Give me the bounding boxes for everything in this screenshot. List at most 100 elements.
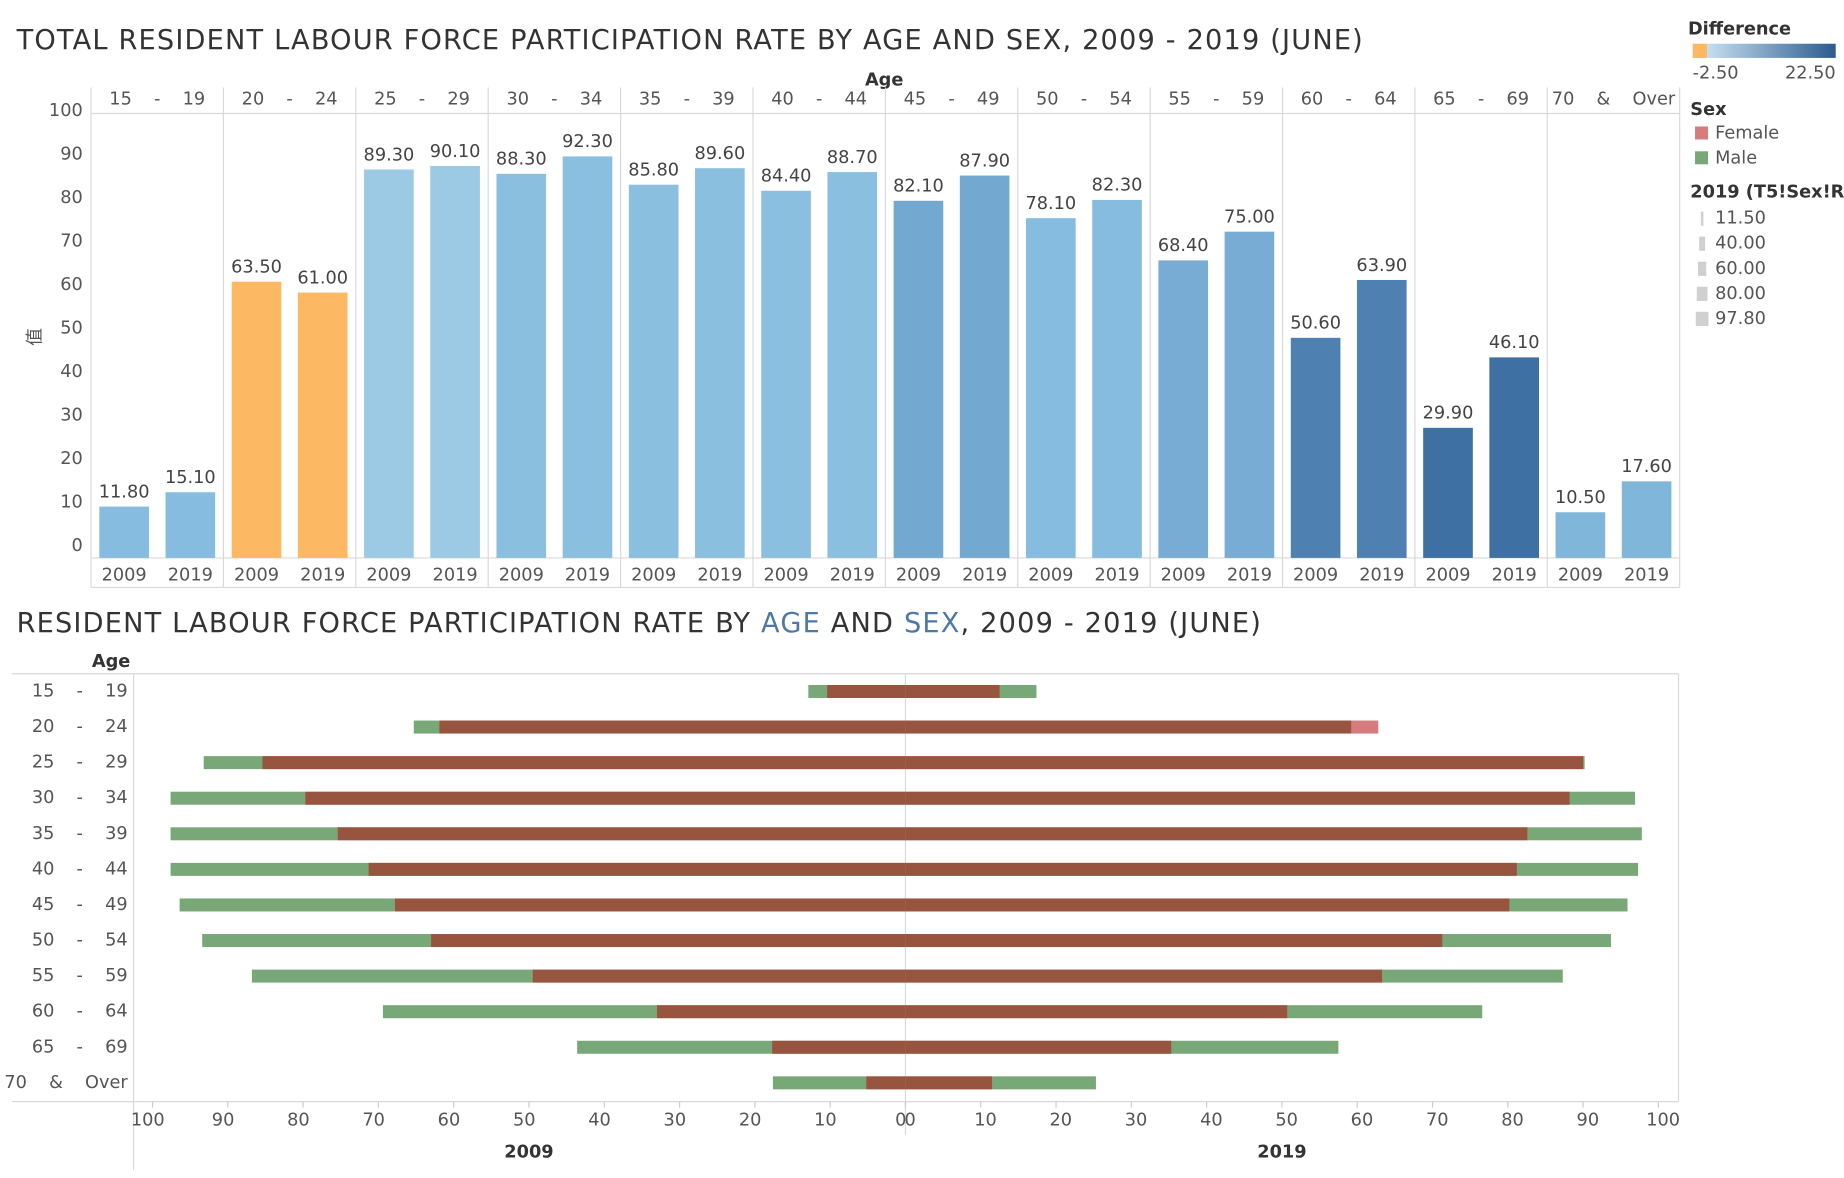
x-tick-label: 70 — [1426, 1111, 1449, 1131]
value-label: 61.00 — [297, 268, 348, 288]
x-tick-label: 2019 — [433, 566, 478, 586]
bar — [695, 168, 745, 558]
y-tick-label: 20 - 24 — [32, 717, 128, 737]
bar-overlap — [866, 1076, 906, 1090]
legend-size — [1700, 211, 1704, 226]
x-tick-label: 2019 — [830, 566, 875, 586]
group-label: 15 - 19 — [109, 89, 205, 109]
bar-overlap — [905, 862, 1517, 876]
x-tick-label: 0 — [905, 1111, 916, 1131]
x-tick-label: 2019 — [300, 566, 345, 586]
group-label: 20 - 24 — [242, 89, 338, 109]
value-label: 84.40 — [761, 167, 812, 187]
legend-label: 97.80 — [1715, 309, 1766, 329]
value-label: 92.30 — [562, 132, 613, 152]
bar — [297, 292, 348, 558]
value-label: 89.30 — [364, 145, 415, 165]
value-label: 11.80 — [99, 482, 150, 502]
legend-label: Female — [1715, 124, 1779, 144]
y-tick-label: 50 — [60, 319, 83, 339]
value-label: 85.80 — [628, 161, 679, 181]
x-axis-label: Age — [865, 70, 903, 90]
legend-swatch — [1695, 126, 1709, 140]
bar — [231, 281, 282, 558]
y-tick-label: 55 - 59 — [32, 966, 128, 986]
bar-overlap — [905, 684, 1000, 698]
bar-overlap — [656, 1005, 906, 1019]
value-label: 78.10 — [1025, 194, 1076, 214]
legend-title: Sex — [1690, 100, 1727, 120]
bar-overlap — [532, 969, 906, 983]
bar — [99, 506, 149, 558]
x-tick-label: 2019 — [565, 566, 610, 586]
group-label: 40 - 44 — [771, 89, 867, 109]
title-part: AGE — [761, 608, 821, 639]
bar-overlap — [905, 1005, 1288, 1019]
bar — [628, 184, 679, 558]
y-tick-label: 65 - 69 — [32, 1037, 128, 1057]
bar-overlap — [439, 720, 906, 734]
y-tick-label: 90 — [60, 145, 83, 165]
y-tick-label: 80 — [60, 188, 83, 208]
group-label: 65 - 69 — [1433, 89, 1529, 109]
y-tick-label: 20 — [60, 449, 83, 469]
x-tick-label: 2019 — [1227, 566, 1272, 586]
bar — [959, 175, 1010, 558]
bar — [1489, 357, 1540, 558]
x-tick-label: 2009 — [366, 566, 411, 586]
bar-overlap — [905, 969, 1383, 983]
x-tick-label: 20 — [1049, 1111, 1072, 1131]
y-tick-label: 40 — [60, 362, 83, 382]
y-tick-label: 45 - 49 — [32, 895, 128, 915]
title-part: RESIDENT LABOUR FORCE PARTICIPATION RATE… — [17, 608, 761, 639]
x-tick-label: 2019 — [1359, 566, 1404, 586]
bar — [1555, 512, 1606, 558]
x-tick-label: 90 — [1577, 1111, 1600, 1131]
value-label: 90.10 — [430, 142, 481, 162]
bar — [430, 165, 480, 558]
title-part: AND — [821, 608, 904, 639]
y-tick-label: 10 — [60, 493, 83, 513]
value-label: 87.90 — [959, 151, 1010, 171]
bar — [1290, 337, 1341, 558]
legend-label: 60.00 — [1715, 259, 1766, 279]
bar-overlap — [431, 934, 906, 948]
x-tick-label: 0 — [895, 1111, 906, 1131]
legend-label: 80.00 — [1715, 284, 1766, 304]
y-tick-label: 30 — [60, 406, 83, 426]
x-tick-label: 2009 — [631, 566, 676, 586]
x-tick-label: 2019 — [697, 566, 742, 586]
title-part: , 2009 - 2019 (JUNE) — [961, 608, 1263, 639]
bar — [562, 156, 613, 558]
x-tick-label: 2019 — [1094, 566, 1139, 586]
legend-label: 40.00 — [1715, 234, 1766, 254]
x-tick-label: 50 — [513, 1111, 536, 1131]
x-tick-label: 2009 — [896, 566, 941, 586]
x-tick-label: 90 — [212, 1111, 235, 1131]
group-label: 30 - 34 — [506, 89, 602, 109]
x-tick-label: 2009 — [1161, 566, 1206, 586]
x-tick-label: 10 — [814, 1111, 837, 1131]
value-label: 88.30 — [496, 150, 547, 170]
value-label: 63.90 — [1356, 256, 1407, 276]
y-tick-label: 35 - 39 — [32, 824, 128, 844]
panel-label: 2019 — [1257, 1142, 1306, 1162]
bar — [761, 190, 811, 558]
legend-label: -2.50 — [1693, 63, 1739, 83]
x-tick-label: 10 — [974, 1111, 997, 1131]
x-tick-label: 30 — [1125, 1111, 1148, 1131]
bar-overlap — [905, 791, 1570, 805]
x-tick-label: 2009 — [1558, 566, 1603, 586]
x-tick-label: 40 — [588, 1111, 611, 1131]
value-label: 63.50 — [231, 258, 282, 278]
value-label: 68.40 — [1158, 236, 1209, 256]
legend-title: Difference — [1688, 20, 1791, 40]
y-tick-label: 15 - 19 — [32, 681, 128, 701]
bar-overlap — [905, 1076, 993, 1090]
legend-size — [1699, 236, 1706, 251]
group-label: 35 - 39 — [639, 89, 735, 109]
y-axis-label: Age — [92, 652, 130, 672]
x-tick-label: 2019 — [1492, 566, 1537, 586]
x-tick-label: 2009 — [102, 566, 147, 586]
group-label: 25 - 29 — [374, 89, 470, 109]
